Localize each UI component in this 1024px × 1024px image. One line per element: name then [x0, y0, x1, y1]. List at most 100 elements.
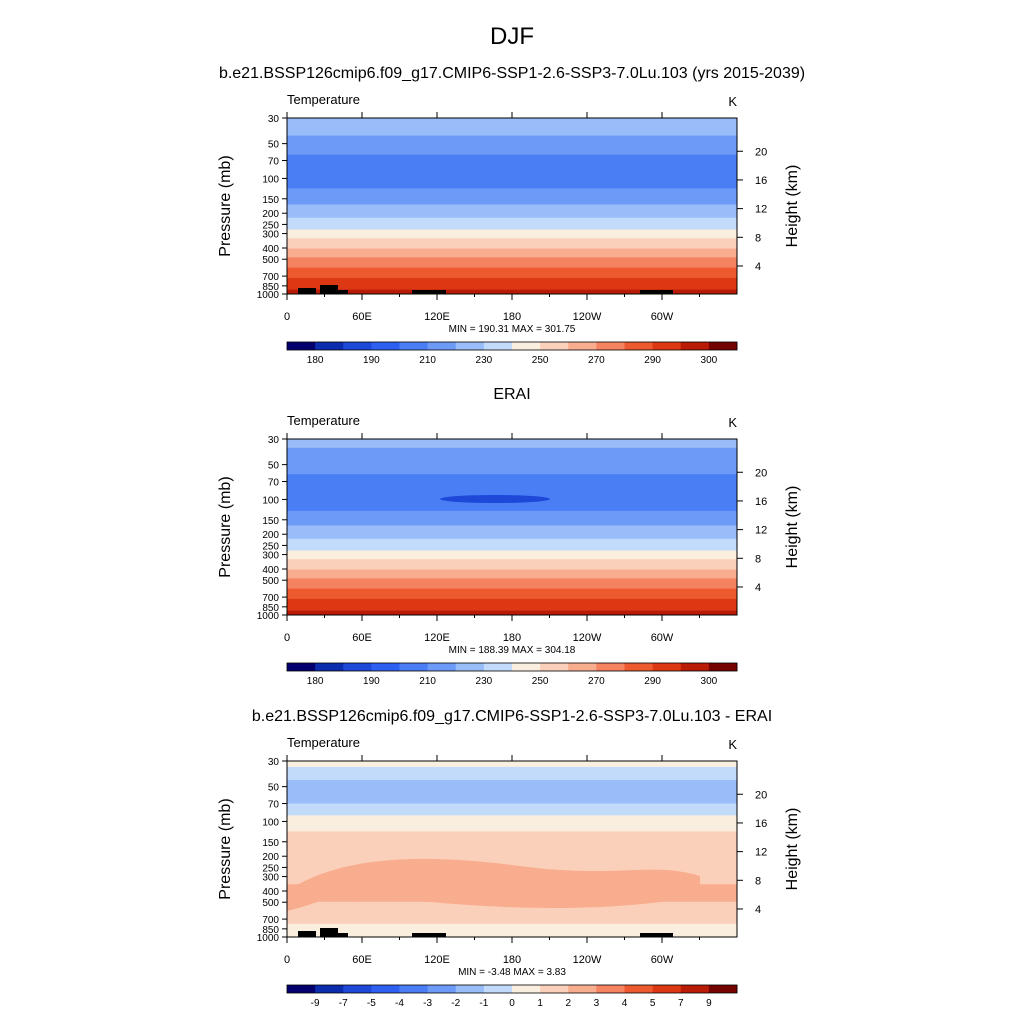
- contour-band: [287, 191, 737, 194]
- contour-band: [287, 160, 737, 163]
- contour-band: [287, 925, 737, 928]
- y-tick-label: 250: [262, 220, 279, 231]
- contour-band: [287, 600, 737, 603]
- y-tick-label: 150: [262, 516, 279, 527]
- contour-band: [287, 591, 737, 594]
- x-tick-label: 60E: [352, 311, 372, 323]
- colorbar-swatch: [399, 663, 429, 671]
- colorbar-swatch: [568, 342, 597, 350]
- variable-label: Temperature: [287, 92, 360, 107]
- y-tick-label: 300: [262, 873, 279, 884]
- y-tick-label: 700: [262, 272, 279, 283]
- y2-tick-label: 12: [755, 847, 767, 859]
- y2-axis-label: Height (km): [784, 486, 801, 569]
- contour-band: [287, 282, 737, 285]
- y-tick-label: 700: [262, 593, 279, 604]
- colorbar-swatch: [483, 342, 513, 350]
- colorbar-label: 250: [532, 355, 549, 366]
- contour-band: [287, 597, 737, 600]
- x-tick-label: 60E: [352, 632, 372, 644]
- contour-band: [287, 549, 737, 552]
- min-max-stats: MIN = 190.31 MAX = 301.75: [449, 324, 576, 335]
- contour-band: [287, 203, 737, 206]
- contour-band: [287, 472, 737, 475]
- contour-band: [287, 762, 737, 765]
- contour-band: [287, 568, 737, 571]
- contour-band: [287, 138, 737, 141]
- contour-band: [287, 550, 737, 553]
- colorbar-label: 180: [307, 676, 324, 687]
- contour-band: [287, 481, 737, 484]
- colorbar-swatch: [315, 985, 344, 993]
- y-tick-label: 100: [262, 174, 279, 185]
- colorbar-swatch: [652, 663, 682, 671]
- contour-band: [287, 841, 737, 844]
- contour-band: [287, 799, 737, 802]
- colorbar-swatch: [680, 342, 710, 350]
- contour-band: [287, 579, 737, 582]
- contour-band: [287, 238, 737, 241]
- colorbar-swatch: [343, 663, 372, 671]
- colorbar-swatch: [343, 985, 372, 993]
- x-tick-label: 60W: [651, 632, 674, 644]
- contour-band: [287, 223, 737, 226]
- contour-band: [287, 131, 737, 134]
- contour-band: [287, 289, 737, 292]
- contour-band: [287, 456, 737, 459]
- y-tick-label: 150: [262, 838, 279, 849]
- contour-band: [287, 915, 737, 918]
- contour-band: [287, 475, 737, 478]
- contour-band: [287, 148, 737, 151]
- colorbar-frame: [286, 984, 738, 994]
- contour-band: [287, 163, 737, 166]
- contour-band: [287, 783, 737, 786]
- contour-band: [287, 835, 737, 838]
- contour-band: [287, 471, 737, 474]
- colorbar-swatch: [708, 663, 738, 671]
- colorbar-label: 230: [476, 676, 493, 687]
- contour-band: [287, 150, 737, 153]
- contour-band: [287, 821, 737, 824]
- contour-band: [287, 862, 737, 865]
- contour-band: [287, 179, 737, 182]
- contour-band: [287, 466, 737, 469]
- contour-band: [287, 235, 737, 238]
- contour-band: [287, 247, 737, 250]
- contour-band: [287, 581, 737, 584]
- y2-tick-label: 4: [755, 261, 761, 273]
- y-tick-label: 50: [268, 140, 280, 151]
- contour-band: [287, 547, 737, 550]
- contour-band: [287, 774, 737, 777]
- y-tick-label: 70: [268, 157, 280, 168]
- contour-band: [287, 559, 737, 562]
- contour-band: [287, 612, 737, 615]
- contour-band: [287, 502, 737, 505]
- colorbar-label: 210: [419, 355, 436, 366]
- contour-band: [287, 291, 737, 294]
- contour-band: [287, 551, 737, 554]
- x-tick-label: 120W: [573, 311, 602, 323]
- contour-band: [287, 524, 737, 527]
- contour-band: [287, 216, 737, 219]
- contour-band: [287, 446, 737, 449]
- y-tick-label: 100: [262, 817, 279, 828]
- contour-band: [287, 771, 737, 774]
- contour-band: [287, 912, 737, 915]
- contour-band: [287, 188, 737, 191]
- colorbar-swatch: [540, 663, 569, 671]
- y2-tick-label: 8: [755, 875, 761, 887]
- contour-band: [287, 794, 737, 797]
- contour-band: [287, 245, 737, 248]
- contour-band: [287, 532, 737, 535]
- colorbar-label: 250: [532, 676, 549, 687]
- contour-band: [287, 251, 737, 254]
- colorbar-swatch: [399, 342, 429, 350]
- colorbar-swatch: [371, 342, 400, 350]
- contour-band: [287, 252, 737, 255]
- contour-band: [287, 452, 737, 455]
- contour-band: [287, 920, 737, 923]
- contour-band: [287, 118, 737, 121]
- contour-band: [287, 907, 737, 910]
- contour-field: [287, 439, 737, 615]
- y2-tick-label: 8: [755, 553, 761, 565]
